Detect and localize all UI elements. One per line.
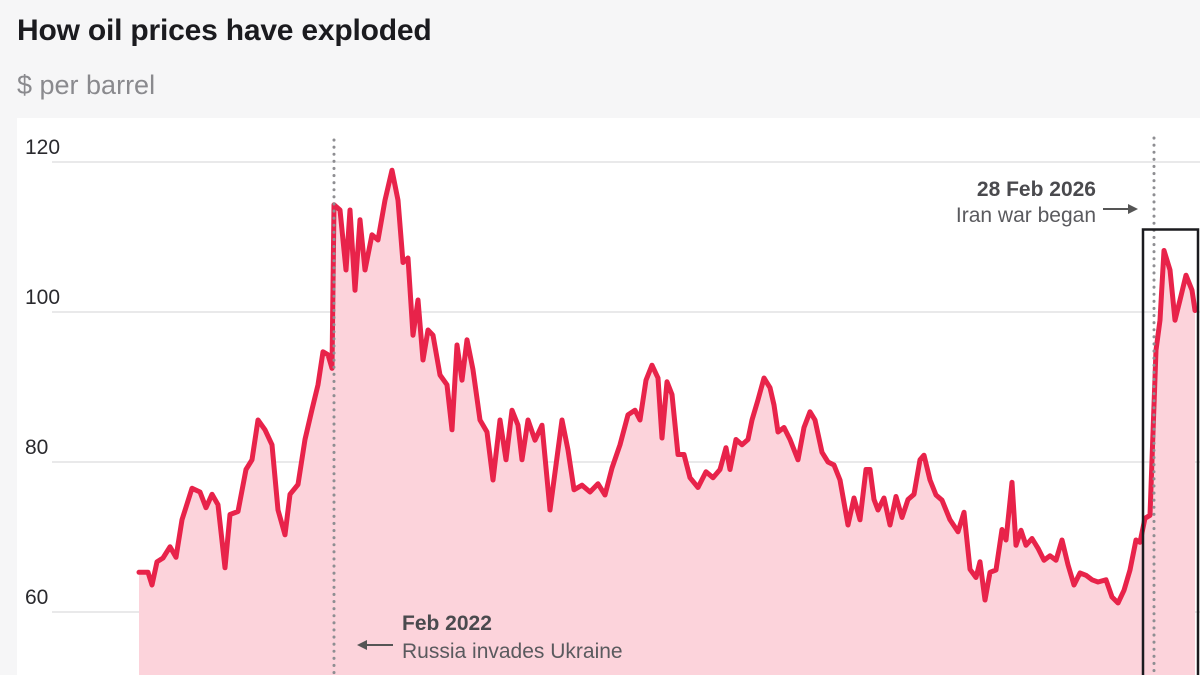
y-axis-ticks: 60 80 100 120 (25, 136, 60, 609)
annotation-russia-text: Russia invades Ukraine (402, 640, 623, 663)
right-arrow-icon (1103, 204, 1138, 214)
chart-title: How oil prices have exploded (17, 14, 432, 47)
oil-price-chart: 60 80 100 120 28 Feb 2026 Iran war began Fe… (25, 136, 1200, 675)
annotation-russia-date: Feb 2022 (402, 612, 492, 635)
annotation-russia-invasion: Feb 2022 Russia invades Ukraine (357, 612, 623, 663)
price-line (136, 167, 1198, 606)
annotation-iran-war: 28 Feb 2026 Iran war began (956, 178, 1138, 227)
chart-subtitle: $ per barrel (17, 70, 156, 100)
y-tick-label: 80 (25, 436, 48, 459)
y-tick-label: 60 (25, 586, 48, 609)
annotation-iran-text: Iran war began (956, 204, 1096, 227)
chart-panel: 60 80 100 120 28 Feb 2026 Iran war began Fe… (17, 118, 1200, 675)
price-area-fill (139, 170, 1195, 675)
y-tick-label: 120 (25, 136, 60, 159)
left-arrow-icon (357, 640, 393, 650)
annotation-iran-date: 28 Feb 2026 (977, 178, 1096, 201)
highlight-box (1141, 228, 1200, 675)
y-tick-label: 100 (25, 286, 60, 309)
